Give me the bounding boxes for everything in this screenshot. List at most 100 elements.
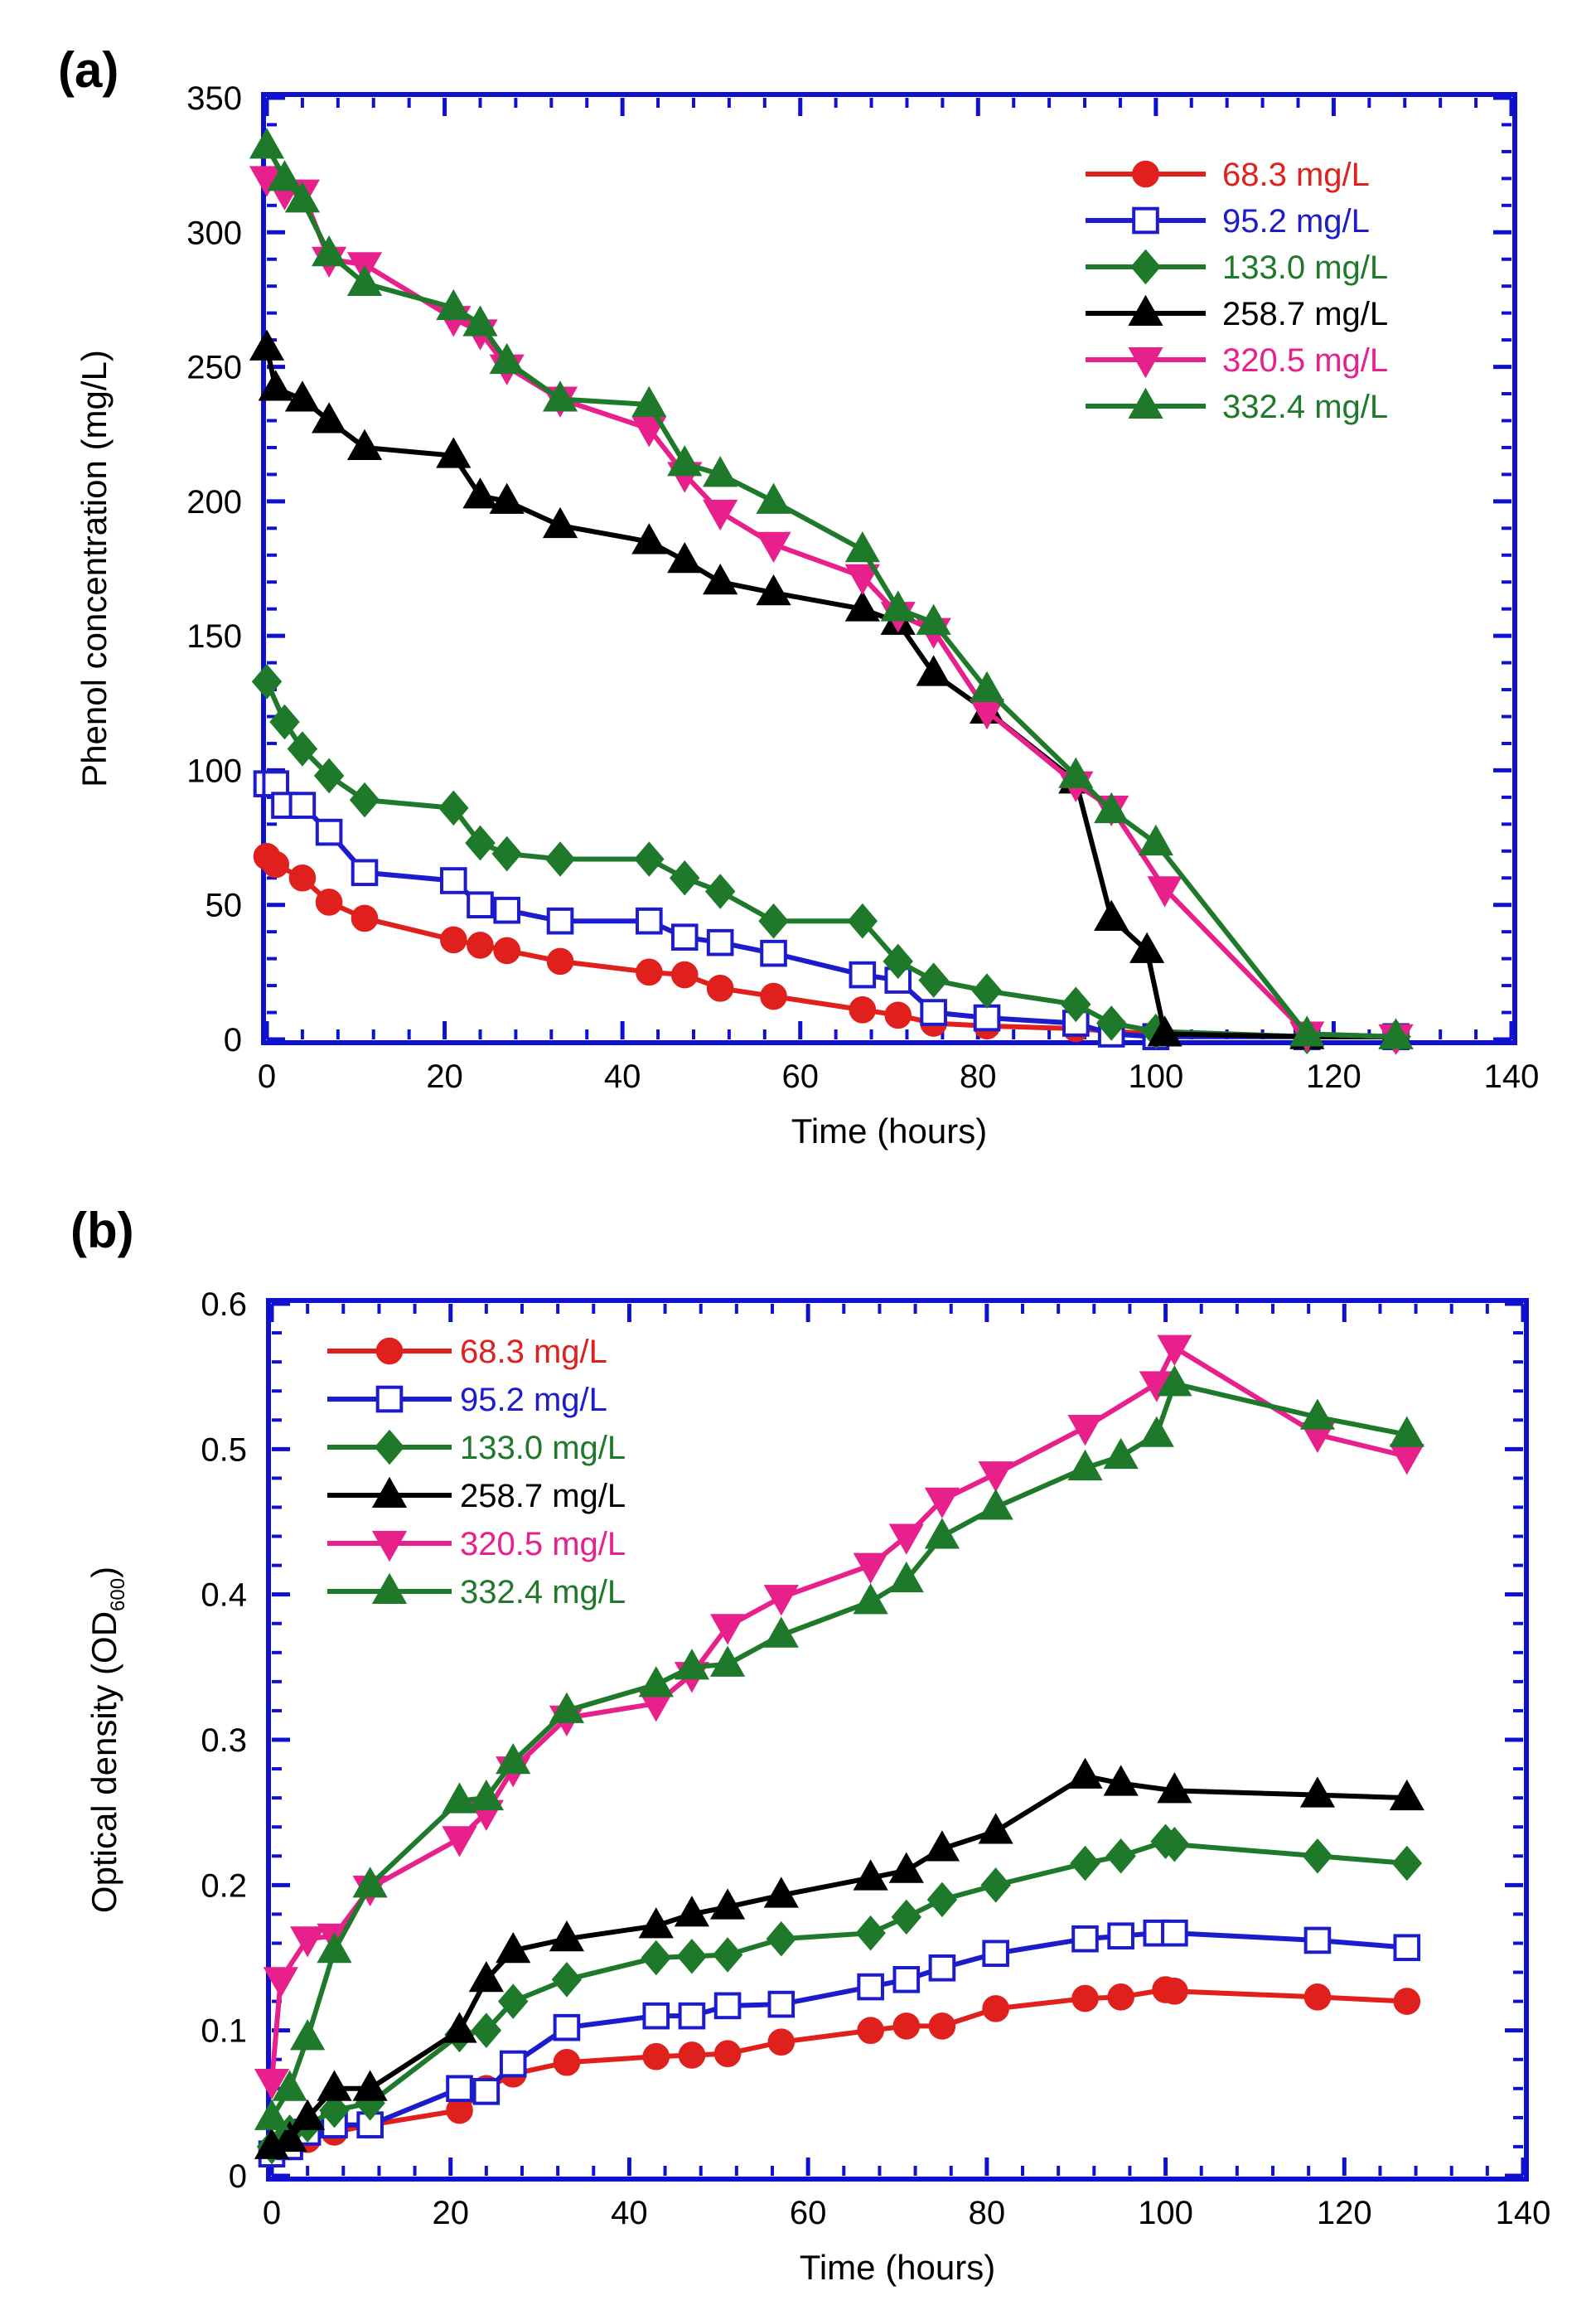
data-point xyxy=(638,1907,674,1939)
data-point xyxy=(442,1782,477,1814)
series-3 xyxy=(251,664,1411,1055)
data-point xyxy=(844,564,880,595)
data-point xyxy=(272,2120,307,2153)
data-point xyxy=(631,416,667,448)
data-point xyxy=(267,160,302,191)
legend-marker xyxy=(371,1531,408,1562)
series-1 xyxy=(258,1976,1421,2167)
data-point xyxy=(442,2012,477,2043)
series-3 xyxy=(256,1823,1423,2165)
data-point xyxy=(973,1004,1001,1032)
x-tick-label: 80 xyxy=(960,1058,997,1095)
legend-marker xyxy=(1128,387,1163,419)
data-point xyxy=(678,2002,706,2030)
data-point xyxy=(1103,1437,1139,1470)
data-point xyxy=(670,860,700,896)
data-point xyxy=(670,923,699,951)
series-line xyxy=(269,1344,1408,2082)
x-axis-title: Time (hours) xyxy=(791,1111,987,1150)
data-point xyxy=(1302,1838,1333,1874)
data-point xyxy=(978,1813,1013,1844)
data-point xyxy=(760,982,787,1010)
data-point xyxy=(704,874,736,909)
data-point xyxy=(436,288,472,321)
data-point xyxy=(636,958,663,986)
data-point xyxy=(542,380,578,412)
data-point xyxy=(853,1859,888,1891)
data-point xyxy=(884,966,912,994)
data-point xyxy=(918,962,949,998)
data-point xyxy=(982,1940,1009,1968)
panel-label: (a) xyxy=(58,42,118,98)
data-point xyxy=(884,1001,912,1029)
data-point xyxy=(978,1461,1013,1493)
data-point xyxy=(844,531,880,563)
legend-marker xyxy=(1128,347,1163,379)
data-point xyxy=(351,859,379,887)
data-point xyxy=(1161,1919,1188,1947)
data-point xyxy=(709,1645,746,1677)
data-point xyxy=(703,456,738,487)
data-point xyxy=(263,1967,298,1998)
data-point xyxy=(1071,1984,1099,2012)
legend-label: 133.0 mg/L xyxy=(460,1430,626,1466)
data-point xyxy=(1157,1365,1192,1397)
legend-marker xyxy=(374,1429,405,1465)
series-6 xyxy=(254,1365,1424,2130)
x-tick-label: 100 xyxy=(1128,1058,1183,1095)
data-point xyxy=(713,2040,742,2068)
data-point xyxy=(1303,1983,1332,2011)
data-point xyxy=(496,1743,531,1775)
data-point xyxy=(1094,899,1129,931)
series-5 xyxy=(254,1334,1424,2100)
y-axis-title: Optical density (OD600) xyxy=(85,1567,129,1913)
data-point xyxy=(853,1552,888,1584)
data-point xyxy=(670,961,699,989)
data-point xyxy=(641,1940,672,1976)
data-point xyxy=(1389,1444,1424,1475)
legend-marker xyxy=(371,1476,408,1508)
data-point xyxy=(1067,1415,1103,1446)
data-point xyxy=(642,2042,670,2070)
data-point xyxy=(667,542,703,574)
data-point xyxy=(638,1666,674,1698)
data-point xyxy=(446,2075,473,2103)
data-point xyxy=(888,1523,924,1555)
data-point xyxy=(1067,1757,1103,1789)
data-point xyxy=(467,891,494,919)
data-point xyxy=(284,182,321,213)
data-point xyxy=(674,1896,710,1927)
data-point xyxy=(849,961,877,989)
data-point xyxy=(467,932,494,959)
data-point xyxy=(1094,792,1129,824)
series-2 xyxy=(258,1919,1421,2167)
data-point xyxy=(290,1926,326,1958)
data-point xyxy=(489,342,525,375)
data-point xyxy=(712,1937,743,1973)
data-point xyxy=(926,1882,958,1918)
panel-b: (b) 0 20 40 60 80 100 120 140 0 0.1 0.2 0.3 0.4 0.5 0.6… xyxy=(70,1203,1550,2287)
plot-frame xyxy=(261,92,1517,1045)
legend-label: 68.3 mg/L xyxy=(1222,157,1370,193)
data-point xyxy=(436,437,472,468)
data-point xyxy=(756,482,791,514)
data-point xyxy=(351,904,379,932)
data-point xyxy=(756,574,791,606)
data-point xyxy=(1147,1015,1182,1047)
data-point xyxy=(767,1990,796,2018)
data-point xyxy=(288,864,317,892)
data-point xyxy=(1061,986,1091,1023)
data-point xyxy=(1107,1922,1134,1949)
data-point xyxy=(676,1938,708,1974)
data-point xyxy=(262,850,290,879)
data-point xyxy=(1067,1449,1103,1481)
y-tick-label: 0.2 xyxy=(201,1867,247,1904)
legend: 68.3 mg/L 95.2 mg/L 133.0 mg/L 258.7 mg/L 32… xyxy=(327,1334,626,1610)
legend-marker xyxy=(375,1385,404,1413)
data-point xyxy=(468,1779,504,1811)
data-point xyxy=(763,1616,799,1648)
x-tick-label: 80 xyxy=(969,2195,1006,2231)
data-point xyxy=(249,128,285,159)
data-point xyxy=(634,841,665,877)
